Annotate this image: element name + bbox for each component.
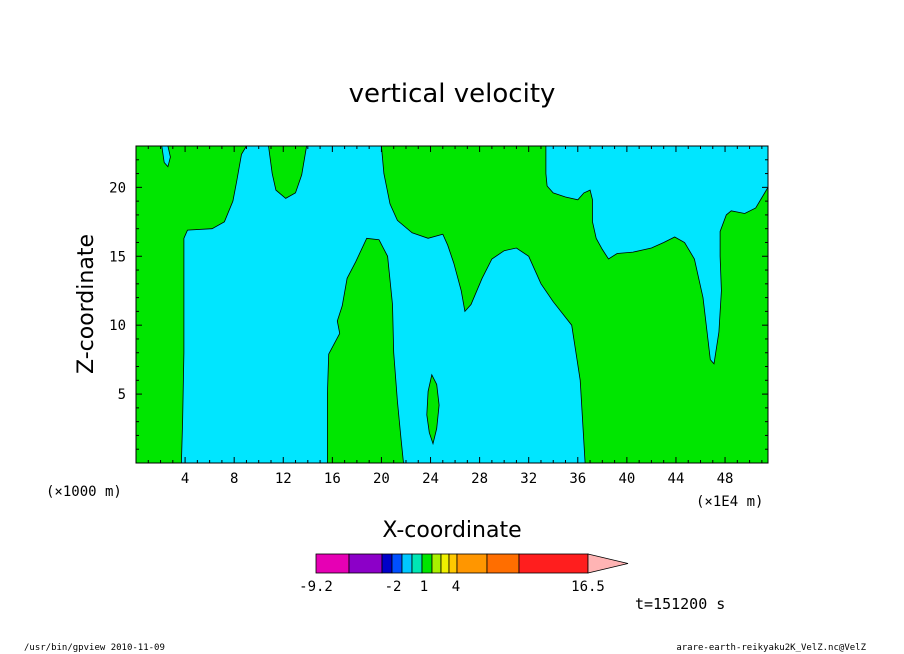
- colorbar-segment: [315, 553, 350, 574]
- y-tick-label: 15: [109, 249, 126, 265]
- colorbar-tick-label: 1: [420, 579, 428, 595]
- colorbar-segment: [421, 553, 433, 574]
- x-axis-label: X-coordinate: [382, 518, 521, 543]
- plot-frame: [135, 145, 769, 464]
- region-inner-green-blob: [426, 373, 440, 446]
- footer-left: /usr/bin/gpview 2010-11-09: [24, 643, 165, 653]
- x-tick-label: 28: [471, 471, 488, 487]
- y-axis-label: Z-coordinate: [74, 234, 99, 374]
- colorbar-segment: [431, 553, 442, 574]
- colorbar: [315, 553, 629, 574]
- colorbar-segment: [401, 553, 413, 574]
- colorbar-tick-label: 4: [452, 579, 460, 595]
- x-unit-label: (×1000 m): [46, 484, 122, 500]
- colorbar-tick-label: 16.5: [571, 579, 605, 595]
- y-axis: 5 10 15 20: [109, 159, 768, 450]
- colorbar-segment: [348, 553, 383, 574]
- y-tick-label: 20: [109, 180, 126, 196]
- footer-right: arare-earth-reikyaku2K_VelZ.nc@VelZ: [676, 643, 866, 653]
- chart-title: vertical velocity: [349, 79, 556, 109]
- x-range-unit-label: (×1E4 m): [696, 494, 763, 510]
- x-tick-label: 12: [275, 471, 292, 487]
- colorbar-segment: [518, 553, 589, 574]
- contour-field: [136, 145, 769, 464]
- y-tick-label: 5: [118, 387, 126, 403]
- x-tick-label: 40: [618, 471, 635, 487]
- x-tick-label: 44: [668, 471, 685, 487]
- x-tick-label: 16: [324, 471, 341, 487]
- x-tick-label: 32: [520, 471, 537, 487]
- colorbar-segment: [456, 553, 488, 574]
- x-axis: 4 8 12 16 20 24 28 32 36 40 44 48: [147, 146, 763, 487]
- colorbar-segment: [391, 553, 403, 574]
- x-tick-label: 36: [569, 471, 586, 487]
- x-tick-label: 48: [717, 471, 734, 487]
- x-tick-label: 20: [373, 471, 390, 487]
- x-tick-label: 8: [230, 471, 238, 487]
- x-tick-label: 4: [181, 471, 189, 487]
- time-label: t=151200 s: [635, 595, 725, 613]
- colorbar-segment: [486, 553, 520, 574]
- colorbar-segment: [381, 553, 393, 574]
- colorbar-tick-labels: -9.2 -2 1 4 16.5: [299, 579, 605, 595]
- region-left-strip: [180, 145, 586, 464]
- colorbar-tick-label: -2: [385, 579, 402, 595]
- y-tick-label: 10: [109, 318, 126, 334]
- colorbar-segment: [440, 553, 450, 574]
- colorbar-segment: [448, 553, 458, 574]
- region-upper-right: [545, 145, 769, 365]
- colorbar-segment: [411, 553, 423, 574]
- colorbar-arrow: [587, 553, 629, 574]
- x-tick-label: 24: [422, 471, 439, 487]
- colorbar-tick-label: -9.2: [299, 579, 333, 595]
